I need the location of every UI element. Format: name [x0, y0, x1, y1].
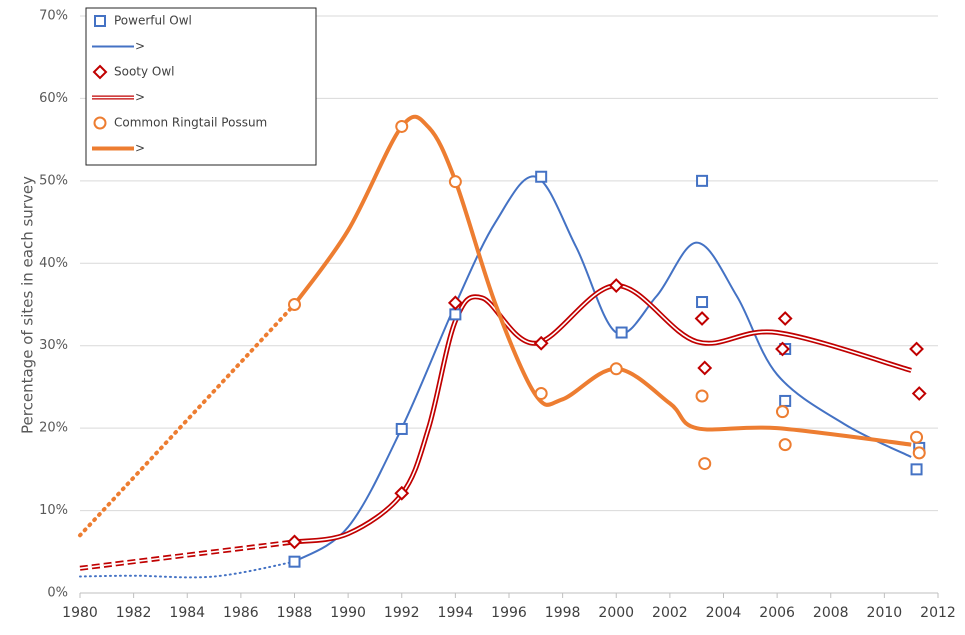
marker-circle [448, 175, 462, 189]
y-tick-label: 50% [39, 173, 68, 188]
marker-diamond [92, 64, 108, 80]
x-tick-label: 1980 [62, 605, 98, 621]
y-tick-label: 30% [39, 338, 68, 353]
x-tick-label: 1986 [223, 605, 259, 621]
trend-line [78, 302, 297, 538]
x-tick-label: 1990 [330, 605, 366, 621]
trend-line [79, 560, 296, 579]
legend: Powerful Owl > Sooty Owl > Common Ringtail P… [85, 7, 317, 166]
legend-label: Powerful Owl [114, 14, 192, 28]
x-tick-label: 1996 [491, 605, 527, 621]
legend-label: Sooty Owl [114, 65, 175, 79]
marker-diamond [694, 311, 710, 326]
x-tick-label: 1988 [277, 605, 313, 621]
marker-circle [695, 389, 709, 403]
x-tick-label: 1994 [438, 605, 474, 621]
trend-line-core [79, 541, 295, 570]
y-tick-label: 60% [39, 91, 68, 106]
marker-square [696, 296, 709, 309]
marker-square [779, 394, 792, 407]
marker-diamond [394, 485, 410, 501]
marker-square [395, 422, 408, 435]
x-tick-label: 2002 [652, 605, 688, 621]
trend-line [294, 283, 912, 545]
marker-diamond [447, 295, 463, 311]
x-tick-label: 1982 [116, 605, 152, 621]
y-axis-title: Percentage of sites in each survey [19, 176, 37, 434]
legend-label: > [135, 39, 145, 53]
marker-circle [93, 116, 107, 130]
x-tick-label: 1998 [545, 605, 581, 621]
marker-diamond [911, 386, 927, 401]
marker-circle [288, 298, 301, 311]
trend-line-core [294, 284, 912, 543]
marker-diamond [909, 341, 924, 357]
marker-square [910, 463, 923, 476]
legend-box [85, 7, 317, 166]
trend-line [293, 175, 912, 563]
marker-diamond [608, 278, 624, 293]
marker-circle [609, 362, 623, 376]
marker-square [615, 326, 628, 339]
x-tick-label: 2008 [813, 605, 849, 621]
y-tick-label: 20% [39, 421, 68, 436]
x-tick-label: 1992 [384, 605, 420, 621]
x-tick-label: 2006 [759, 605, 795, 621]
marker-square [535, 170, 548, 183]
x-tick-label: 2004 [706, 605, 742, 621]
x-tick-label: 1984 [169, 605, 205, 621]
x-tick-label: 2012 [920, 605, 956, 621]
x-tick-label: 2010 [867, 605, 903, 621]
y-tick-label: 40% [39, 256, 68, 271]
marker-diamond [777, 311, 793, 326]
y-tick-label: 70% [39, 9, 68, 24]
marker-square [696, 174, 709, 187]
marker-circle [778, 438, 792, 452]
marker-circle [395, 119, 409, 133]
marker-circle [910, 430, 924, 444]
legend-label: > [135, 141, 145, 155]
marker-circle [698, 457, 712, 471]
trend-line [292, 114, 912, 447]
legend-label: > [135, 90, 145, 104]
marker-square [449, 308, 462, 321]
marker-diamond [287, 534, 302, 550]
marker-circle [534, 387, 548, 401]
marker-square [288, 555, 301, 568]
x-tick-label: 2000 [598, 605, 634, 621]
marker-diamond [697, 360, 713, 376]
marker-circle [912, 446, 926, 460]
y-tick-label: 10% [39, 503, 68, 518]
marker-diamond [775, 341, 790, 357]
y-tick-label: 0% [47, 586, 68, 601]
legend-label: Common Ringtail Possum [114, 116, 267, 130]
marker-square [94, 15, 106, 27]
marker-diamond [533, 335, 549, 351]
marker-circle [775, 405, 789, 419]
